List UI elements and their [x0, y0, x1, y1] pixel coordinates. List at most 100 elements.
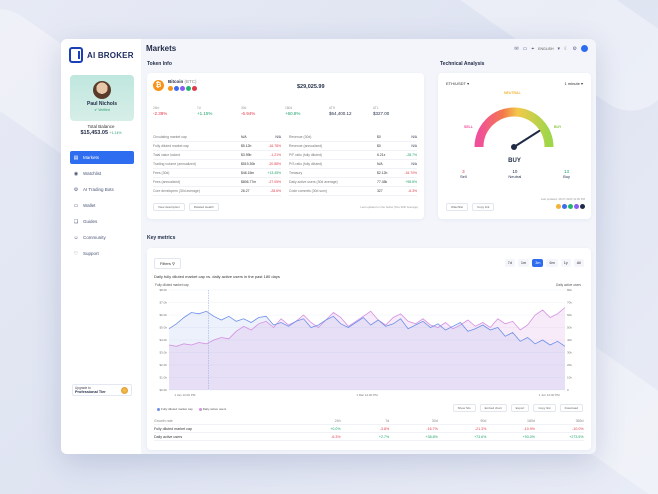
growth-header-cell: 365d	[575, 418, 584, 423]
sidebar-item-label: AI Trading Bots	[83, 187, 114, 192]
range-tab-1m[interactable]: 1m	[517, 259, 530, 267]
ta-count-label: Buy	[563, 174, 570, 179]
token-actions: View description Related Health	[153, 203, 219, 211]
eye-icon: ◉	[73, 170, 79, 177]
stat-row: Daily active users (30d average) 77.45k +9…	[289, 178, 417, 187]
exchange-logo-icon	[574, 204, 579, 209]
heart-icon: ♡	[73, 250, 79, 257]
growth-row: Fully diluted market cap +0.0% -3.8% -16.7%…	[154, 425, 584, 433]
stat-change: -28.6%	[270, 189, 281, 193]
stat-value: $0	[377, 135, 381, 139]
legend-label: Fully diluted market cap	[161, 407, 193, 411]
price-change-value: $327.00	[373, 111, 390, 116]
export-button[interactable]: Export	[510, 404, 530, 412]
ta-actions: Watchlist Copy link	[446, 203, 495, 211]
growth-cell: +273.5%	[569, 434, 584, 439]
growth-row-label: Fully diluted market cap	[154, 426, 192, 431]
stat-value: N/A	[377, 162, 383, 166]
legend-item-active-users[interactable]: Daily active users	[198, 407, 227, 411]
related-health-button[interactable]: Related Health	[188, 203, 219, 211]
token-ticker: (BTC)	[184, 79, 197, 84]
range-tab-7d[interactable]: 7d	[504, 259, 515, 267]
growth-cell: +93.0%	[522, 434, 535, 439]
balance-label: Total Balance	[87, 124, 115, 129]
download-button[interactable]: Download	[559, 404, 583, 412]
technical-analysis-card: ETH/USDT ▾ 1 minute ▾ SELL	[438, 73, 591, 219]
language-select[interactable]: ENGLISH	[538, 46, 554, 51]
sidebar-item-label: Community	[83, 235, 106, 240]
embed-chart-button[interactable]: Embed chart	[479, 404, 507, 412]
user-menu-icon[interactable]	[581, 45, 588, 52]
price-change-label: ATH	[329, 106, 336, 110]
gear-icon[interactable]: ⚙	[572, 45, 577, 52]
growth-cell: -21.3%	[474, 426, 487, 431]
upgrade-card[interactable]: Upgrade to Professional Tier	[72, 384, 132, 396]
sidebar-item-ai-trading-bots[interactable]: ⚙ AI Trading Bots	[70, 183, 134, 196]
series-area-market-cap	[169, 311, 565, 390]
chevron-down-icon[interactable]: ▾	[557, 45, 561, 52]
balance-amount-row: $15,453.05 +1.14%	[61, 130, 141, 136]
copy-link-button[interactable]: Copy link	[472, 203, 495, 211]
ta-counts: 3 Sell 10 Neutral 13 Buy	[460, 169, 570, 179]
range-tab-3m[interactable]: 3m	[532, 259, 544, 267]
growth-header-cell: 180d	[526, 418, 535, 423]
sidebar-item-label: Guides	[83, 219, 98, 224]
y-tick-left: $8.0b	[159, 288, 167, 292]
growth-cell: -16.7%	[426, 426, 438, 431]
stat-label: Revenue (30d)	[289, 135, 312, 139]
profile-name: Paul Nichols	[86, 101, 117, 107]
location-icon[interactable]: ⌖	[531, 45, 535, 52]
upgrade-small-label: Upgrade to	[75, 386, 91, 390]
copy-link-button[interactable]: Copy link	[533, 404, 556, 412]
sidebar-item-markets[interactable]: ▤ Markets	[70, 151, 134, 164]
sidebar-item-guides[interactable]: ❏ Guides	[70, 215, 134, 228]
brand-logo[interactable]: AI BROKER	[69, 47, 134, 63]
stat-change: +13.45%	[267, 171, 281, 175]
balance-amount: $15,453.05	[80, 130, 109, 136]
app-window: AI BROKER Paul Nichols ✔ Verified Total …	[61, 39, 596, 454]
stat-change: -1.21%	[270, 153, 281, 157]
sidebar-item-watchlist[interactable]: ◉ Watchlist	[70, 167, 134, 180]
legend-item-market-cap[interactable]: Fully diluted market cap	[157, 407, 193, 411]
legend-swatch	[157, 407, 160, 411]
monitor-icon[interactable]: ▭	[522, 45, 528, 52]
filters-button[interactable]: Filters ⚲	[154, 258, 181, 269]
people-icon: ☺	[73, 234, 79, 241]
range-tab-6m[interactable]: 6m	[546, 259, 558, 267]
bot-icon: ⚙	[73, 186, 79, 193]
legend-label: Daily active users	[202, 407, 227, 411]
topbar: ✉ ▭ ⌖ ENGLISH ▾ ☾ ⚙	[514, 45, 588, 52]
range-tab-all[interactable]: All	[573, 259, 584, 267]
view-description-button[interactable]: View description	[153, 203, 185, 211]
mail-icon[interactable]: ✉	[514, 45, 519, 52]
y-tick-right: 40k	[567, 338, 572, 342]
token-header: ₿ Bitcoin (BTC)	[153, 79, 197, 91]
show-hits-button[interactable]: Show hits	[452, 404, 476, 412]
range-tab-1y[interactable]: 1y	[560, 259, 571, 267]
pair-select[interactable]: ETH/USDT ▾	[446, 81, 469, 86]
sidebar-item-support[interactable]: ♡ Support	[70, 247, 134, 260]
token-chain-badges	[168, 86, 197, 91]
stat-change: -27.05%	[268, 180, 281, 184]
chart-legend: Fully diluted market cap Daily active us…	[157, 407, 226, 411]
key-metrics-title: Key metrics	[147, 235, 176, 241]
sidebar-item-community[interactable]: ☺ Community	[70, 231, 134, 244]
watchlist-button[interactable]: Watchlist	[446, 203, 469, 211]
y-axis-right-title: Daily active users	[556, 283, 581, 287]
interval-select[interactable]: 1 minute ▾	[565, 81, 583, 86]
moon-icon[interactable]: ☾	[564, 45, 569, 52]
stat-label: Trading volume (annualized)	[153, 162, 196, 166]
growth-header-cell: Growth rate	[154, 418, 173, 423]
key-metrics-card: Filters ⚲ 7d 1m 3m 6m 1y All Daily fully dilu…	[147, 248, 591, 450]
series-area-active-users	[169, 307, 565, 390]
filter-icon: ⚲	[172, 261, 175, 266]
growth-cell: +0.0%	[330, 426, 341, 431]
y-tick-right: 50k	[567, 326, 572, 330]
ta-count-number: 10	[512, 169, 518, 174]
exchange-logos	[556, 204, 585, 209]
growth-header-cell: 90d	[480, 418, 487, 423]
token-stats-right: Revenue (30d) $0 N/A Revenue (annualized) $0…	[289, 133, 417, 196]
ta-count-label: Sell	[460, 174, 467, 179]
sidebar-item-wallet[interactable]: ▭ Wallet	[70, 199, 134, 212]
profile-card[interactable]: Paul Nichols ✔ Verified	[70, 75, 134, 121]
